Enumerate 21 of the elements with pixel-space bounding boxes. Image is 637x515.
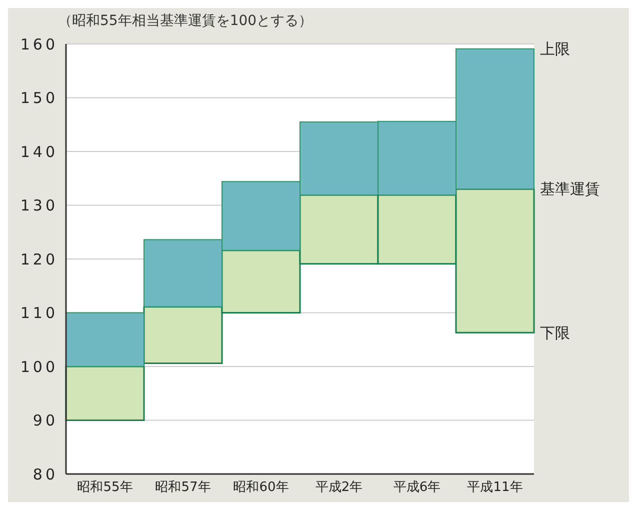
annotation: 下限 bbox=[540, 324, 570, 343]
y-tick-label: 80 bbox=[32, 465, 58, 484]
y-tick-label: 110 bbox=[20, 304, 58, 322]
y-tick-label: 150 bbox=[20, 89, 58, 108]
y-tick-label: 140 bbox=[20, 142, 58, 161]
y-tick-label: 120 bbox=[20, 250, 58, 268]
x-tick-label: 昭和57年 bbox=[155, 480, 211, 496]
y-tick-label: 100 bbox=[20, 358, 58, 376]
x-tick-label: 平成11年 bbox=[467, 480, 523, 496]
x-tick-label: 昭和55年 bbox=[77, 480, 133, 496]
bar bbox=[66, 312, 144, 367]
annotation: 基準運賃 bbox=[540, 180, 600, 200]
x-tick-label: 平成2年 bbox=[315, 480, 363, 496]
bar bbox=[65, 366, 145, 421]
x-tick-label: 平成6年 bbox=[393, 480, 441, 496]
x-tick-label: 昭和60年 bbox=[233, 480, 289, 496]
y-tick-label: 130 bbox=[20, 196, 58, 215]
annotation: 上限 bbox=[540, 40, 570, 59]
chart-subtitle: （昭和55年相当基準運賃を100とする） bbox=[57, 12, 314, 31]
y-tick-label: 160 bbox=[20, 35, 58, 54]
y-tick-label: 90 bbox=[32, 412, 58, 430]
